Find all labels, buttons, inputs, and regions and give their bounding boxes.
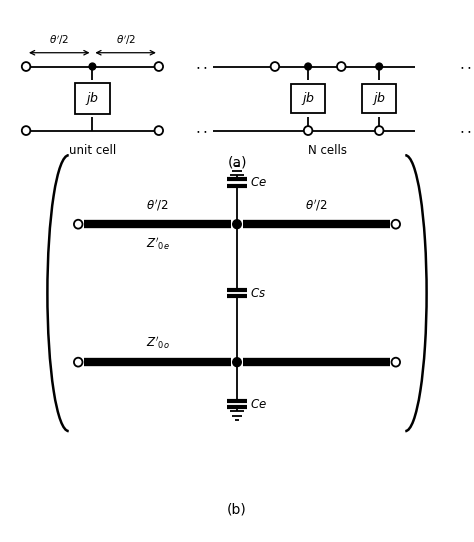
Circle shape [22,126,30,135]
Circle shape [22,62,30,71]
Text: $\theta'/2$: $\theta'/2$ [116,34,136,47]
Text: $\cdot\cdot$: $\cdot\cdot$ [195,59,208,74]
FancyBboxPatch shape [362,84,396,113]
Circle shape [337,62,346,71]
Text: $jb$: $jb$ [372,90,386,107]
Text: $\cdot\cdot$: $\cdot\cdot$ [195,123,208,138]
Text: $Ce$: $Ce$ [250,397,267,410]
Text: (b): (b) [227,503,247,517]
Circle shape [271,62,279,71]
Text: $\theta'/2$: $\theta'/2$ [146,198,169,214]
Text: $Ce$: $Ce$ [250,176,267,189]
Text: N cells: N cells [308,144,346,157]
Text: $jb$: $jb$ [85,90,100,107]
Text: $\theta'/2$: $\theta'/2$ [49,34,69,47]
Text: $jb$: $jb$ [301,90,315,107]
Text: $Cs$: $Cs$ [250,287,266,300]
Text: $Z'_{0e}$: $Z'_{0e}$ [146,235,170,251]
Circle shape [74,358,82,366]
Circle shape [233,220,241,229]
Circle shape [376,63,383,70]
Text: (a): (a) [227,156,247,170]
Circle shape [304,126,312,135]
Circle shape [305,63,311,70]
Text: $\theta'/2$: $\theta'/2$ [305,198,328,214]
Text: $\cdot\cdot$: $\cdot\cdot$ [459,59,472,74]
Circle shape [89,63,96,70]
Circle shape [375,126,383,135]
Circle shape [74,220,82,229]
Circle shape [233,358,241,366]
Circle shape [392,358,400,366]
Text: $Z'_{0o}$: $Z'_{0o}$ [146,335,170,351]
FancyBboxPatch shape [75,83,110,114]
Circle shape [155,126,163,135]
Circle shape [155,62,163,71]
FancyBboxPatch shape [291,84,325,113]
Text: unit cell: unit cell [69,144,116,157]
Circle shape [392,220,400,229]
Text: $\cdot\cdot$: $\cdot\cdot$ [459,123,472,138]
